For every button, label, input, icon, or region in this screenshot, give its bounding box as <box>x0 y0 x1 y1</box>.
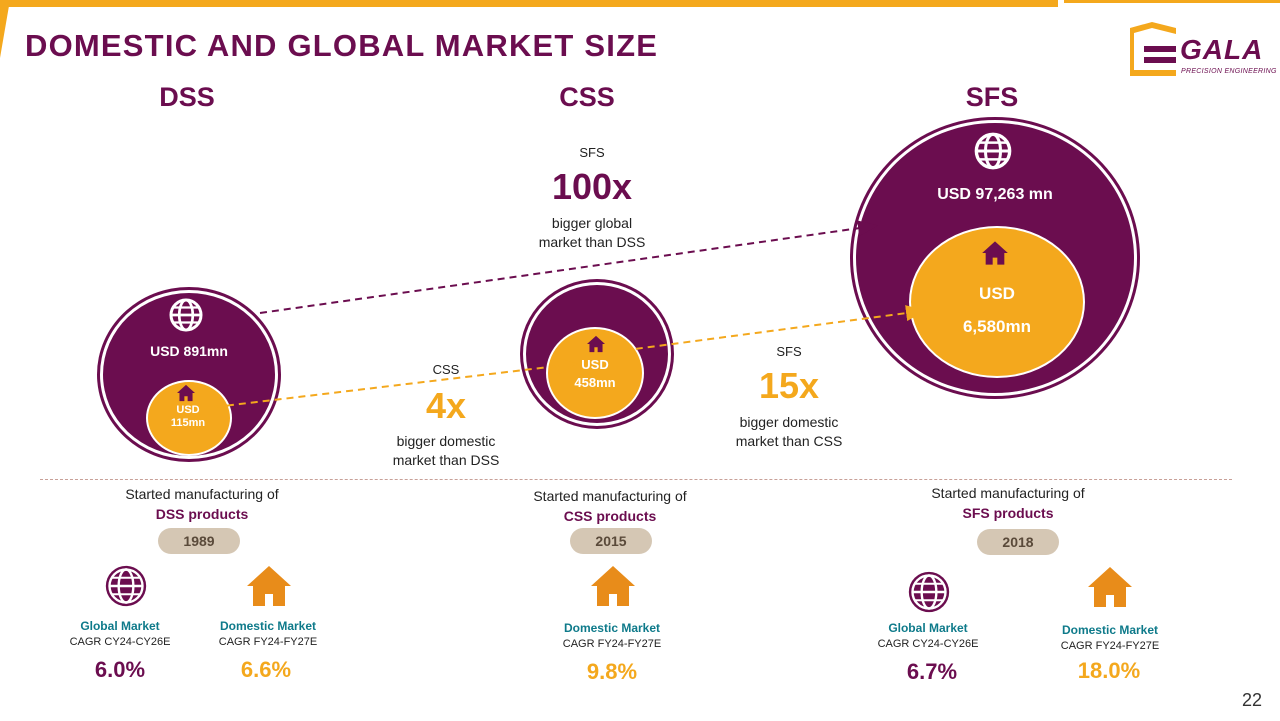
globe-icon <box>974 132 1012 170</box>
global-arrow-dss-to-sfs <box>259 220 878 314</box>
dss-global-cagr-period: CAGR CY24-CY26E <box>69 636 171 648</box>
sfs-domestic-cagr-period: CAGR FY24-FY27E <box>1060 640 1160 652</box>
top-accent-bar <box>0 0 1058 7</box>
dss-domestic-label: USD <box>176 404 200 416</box>
css-domestic-value: USD 458mn <box>550 356 640 392</box>
css-domestic-desc-1: bigger domestic <box>396 433 496 449</box>
house-icon <box>177 384 195 402</box>
css-domestic-cagr-period: CAGR FY24-FY27E <box>562 638 662 650</box>
sfs-started-text: Started manufacturing of <box>931 485 1085 501</box>
page-title: DOMESTIC AND GLOBAL MARKET SIZE <box>25 28 659 63</box>
sfs-global-cagr-value: 6.7% <box>906 659 958 684</box>
css-domestic-amount: 458mn <box>574 375 616 390</box>
sfs-domestic-multiple: 15x <box>758 365 820 406</box>
segment-header-dss: DSS <box>159 82 215 112</box>
css-started-product: CSS products <box>563 508 657 524</box>
sfs-domestic-desc-2: market than CSS <box>735 433 843 449</box>
dss-started-product: DSS products <box>155 506 249 522</box>
sfs-global-desc-1: bigger global <box>551 215 633 231</box>
sfs-global-cagr-period: CAGR CY24-CY26E <box>877 638 979 650</box>
dss-domestic-cagr-value: 6.6% <box>240 657 292 682</box>
css-domestic-desc-2: market than DSS <box>392 452 500 468</box>
globe-icon <box>908 571 950 613</box>
dss-global-market-label: Global Market <box>80 619 160 633</box>
css-domestic-label: USD <box>581 357 609 372</box>
sfs-started-product: SFS products <box>962 505 1054 521</box>
sfs-domestic-market-label: Domestic Market <box>1061 623 1159 637</box>
house-icon <box>587 335 605 353</box>
domestic-arrow-dss-to-css <box>214 357 578 408</box>
corner-accent <box>0 0 10 58</box>
dss-global-value: USD 891mn <box>150 343 228 359</box>
sfs-global-desc-2: market than DSS <box>538 234 646 250</box>
globe-icon <box>105 565 147 607</box>
dss-domestic-cagr-period: CAGR FY24-FY27E <box>218 636 318 648</box>
section-divider <box>40 479 1232 480</box>
css-domestic-cagr-value: 9.8% <box>586 659 638 684</box>
sfs-domestic-desc-1: bigger domestic <box>739 414 839 430</box>
dss-global-cagr-value: 6.0% <box>94 657 146 682</box>
sfs-domestic-amount: 6,580mn <box>962 317 1032 336</box>
css-year-badge: 2015 <box>570 528 652 554</box>
house-icon <box>591 566 635 606</box>
css-started-text: Started manufacturing of <box>533 488 687 504</box>
css-domestic-multiple: 4x <box>425 385 467 426</box>
domestic-arrow-css-to-sfs <box>611 305 926 353</box>
globe-icon <box>169 298 203 332</box>
page-number: 22 <box>1241 690 1262 710</box>
sfs-domestic-comparison-label: SFS <box>776 344 802 359</box>
css-domestic-market-label: Domestic Market <box>563 621 661 635</box>
sfs-domestic-cagr-value: 18.0% <box>1077 658 1141 683</box>
sfs-global-multiple: 100x <box>551 166 633 207</box>
dss-year-badge: 1989 <box>158 528 240 554</box>
sfs-global-value: USD 97,263 mn <box>937 186 1053 203</box>
house-icon <box>982 241 1008 265</box>
css-domestic-comparison-label: CSS <box>432 362 460 377</box>
gala-logo-icon <box>1130 22 1176 76</box>
dss-domestic-value: USD 115mn <box>148 404 228 430</box>
dss-started-text: Started manufacturing of <box>125 486 279 502</box>
dss-domestic-market-label: Domestic Market <box>219 619 317 633</box>
logo-wordmark: GALA <box>1180 34 1264 65</box>
logo-tagline: PRECISION ENGINEERING <box>1181 68 1277 75</box>
sfs-year-badge: 2018 <box>977 529 1059 555</box>
house-icon <box>247 566 291 606</box>
sfs-domestic-label: USD <box>979 284 1015 303</box>
dss-domestic-amount: 115mn <box>170 417 206 429</box>
segment-header-css: CSS <box>559 82 615 112</box>
house-icon <box>1088 567 1132 607</box>
sfs-domestic-value: USD 6,580mn <box>911 277 1083 343</box>
top-accent-bar-right <box>1064 0 1280 3</box>
sfs-global-market-label: Global Market <box>888 621 968 635</box>
sfs-global-comparison-label: SFS <box>579 145 605 160</box>
segment-header-sfs: SFS <box>965 82 1019 112</box>
